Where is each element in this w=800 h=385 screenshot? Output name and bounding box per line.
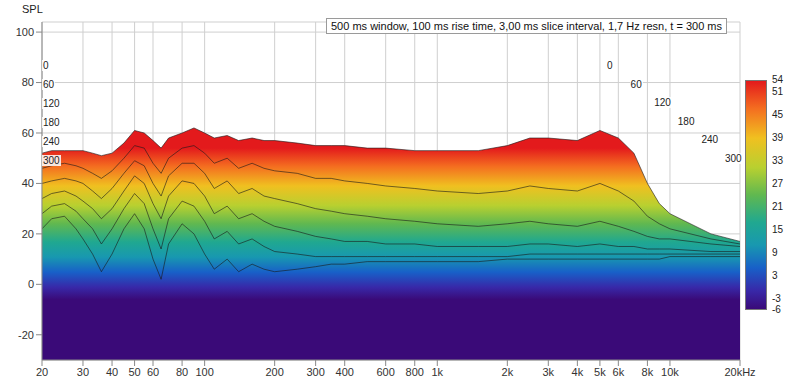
svg-text:10k: 10k [661,366,679,378]
svg-text:40: 40 [22,177,34,189]
html-text:0: 0 [607,60,613,71]
html-text:60: 60 [43,79,55,90]
svg-text:5k: 5k [594,366,606,378]
svg-text:400: 400 [336,366,354,378]
html-text:27: 27 [772,177,784,189]
html-text:33: 33 [772,154,784,166]
svg-text:6k: 6k [613,366,625,378]
html-text:240: 240 [701,134,719,146]
svg-text:1k: 1k [431,366,443,378]
svg-text:100: 100 [195,366,213,378]
html-text:39: 39 [772,131,784,143]
html-text:240: 240 [43,136,60,147]
html-text:500 ms window, 100 ms rise tim: 500 ms window, 100 ms rise time, 3,00 ms… [331,20,722,32]
html-text:45: 45 [772,108,784,120]
html-text:9: 9 [772,246,778,258]
svg-text:60: 60 [147,366,159,378]
html-text:21: 21 [772,200,784,212]
svg-text:40: 40 [106,366,118,378]
svg-text:-20: -20 [18,329,34,341]
html-text:60: 60 [630,78,642,90]
html-text:SPL: SPL [22,3,43,15]
svg-text:50: 50 [128,366,140,378]
html-text:51: 51 [772,85,784,97]
svg-text:30: 30 [77,366,89,378]
svg-text:20kHz: 20kHz [724,366,755,378]
html-text:180: 180 [677,115,695,127]
svg-text:800: 800 [406,366,424,378]
html-text:3: 3 [772,269,778,281]
svg-text:200: 200 [265,366,283,378]
html-text:-3: -3 [772,292,781,304]
svg-text:4k: 4k [572,366,584,378]
html-text:300: 300 [725,153,742,164]
svg-text:8k: 8k [642,366,654,378]
svg-text:300: 300 [306,366,324,378]
svg-text:3k: 3k [542,366,554,378]
html-text:180: 180 [43,117,60,128]
svg-text:600: 600 [376,366,394,378]
svg-text:0: 0 [28,278,34,290]
html-text:0: 0 [43,60,49,71]
html-text:-6: -6 [772,304,781,315]
svg-text:100: 100 [16,26,34,38]
html-text:120: 120 [43,98,60,109]
svg-text:20: 20 [36,366,48,378]
svg-text:2k: 2k [502,366,514,378]
html-text:15: 15 [772,223,784,235]
html-text:120: 120 [654,97,671,109]
html-text:300: 300 [43,155,60,166]
html-text:54: 54 [772,74,784,85]
svg-text:80: 80 [22,76,34,88]
svg-text:80: 80 [176,366,188,378]
svg-text:60: 60 [22,127,34,139]
svg-text:20: 20 [22,228,34,240]
